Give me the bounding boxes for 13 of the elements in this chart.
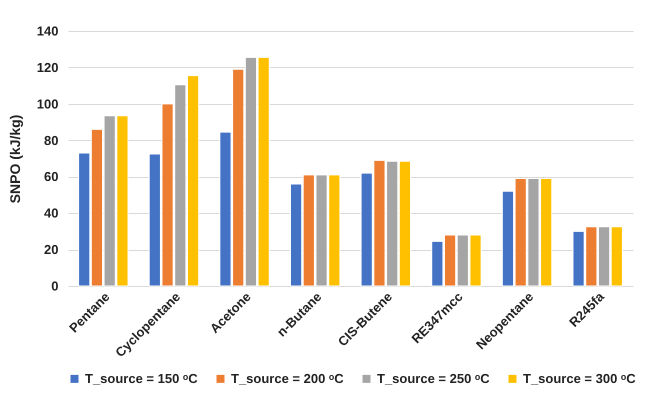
y-tick-label: 140 (36, 24, 58, 38)
legend-label: T_source = 200 ᵒC (231, 370, 344, 386)
y-tick-label: 0 (51, 278, 58, 294)
y-tick-label: 80 (44, 132, 58, 148)
y-tick-label: 20 (44, 242, 58, 258)
y-tick-label: 60 (44, 169, 58, 184)
legend-label: T_source = 300 ᵒC (523, 370, 636, 386)
y-tick-label: 120 (36, 60, 58, 75)
legend-label: T_source = 150 ᵒC (85, 370, 198, 386)
y-axis-title: SNPO (kJ/kg) (6, 114, 23, 204)
y-tick-label: 40 (44, 206, 58, 221)
legend-label: T_source = 250 ᵒC (377, 370, 490, 386)
y-tick-label: 100 (36, 96, 58, 112)
